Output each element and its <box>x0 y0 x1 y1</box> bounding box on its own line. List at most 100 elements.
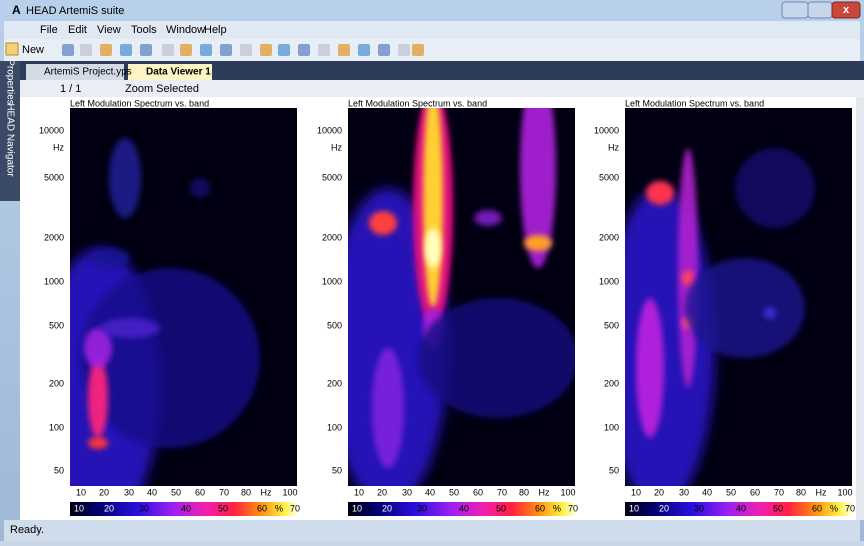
colorbar-label: 40 <box>736 503 746 513</box>
toolbar-icon[interactable] <box>100 44 112 56</box>
new-icon[interactable] <box>6 43 18 55</box>
x-tick-label: 100 <box>837 487 852 497</box>
blob <box>682 270 694 286</box>
toolbar-icon[interactable] <box>278 44 290 56</box>
zoom-button[interactable]: Zoom Selected <box>125 83 199 95</box>
menu-item[interactable]: Help <box>204 24 227 36</box>
x-tick-label: 80 <box>519 487 529 497</box>
blob <box>735 148 815 228</box>
blob <box>646 181 674 205</box>
side-tab[interactable]: HEAD Navigator <box>4 103 15 177</box>
toolbar-icon[interactable] <box>338 44 350 56</box>
colorbar-label: 40 <box>459 503 469 513</box>
toolbar-icon[interactable] <box>162 44 174 56</box>
y-tick-label: Hz <box>608 142 619 152</box>
x-tick-label: 60 <box>473 487 483 497</box>
x-tick-label: 50 <box>171 487 181 497</box>
toolbar-icon[interactable] <box>120 44 132 56</box>
toolbar-icon[interactable] <box>240 44 252 56</box>
colorbar-label: 20 <box>659 503 669 513</box>
toolbar-icon[interactable] <box>298 44 310 56</box>
blob <box>90 248 130 268</box>
x-tick-label: 20 <box>99 487 109 497</box>
y-tick-label: 500 <box>327 320 342 330</box>
colorbar-label: 60 <box>812 503 822 513</box>
plot-title: Left Modulation Spectrum vs. band <box>625 98 764 108</box>
x-tick-label: 50 <box>726 487 736 497</box>
x-tick-label: 40 <box>425 487 435 497</box>
blob <box>369 211 397 235</box>
toolbar-icon[interactable] <box>200 44 212 56</box>
scrollbar[interactable] <box>856 97 864 520</box>
menu-item[interactable]: View <box>97 24 121 36</box>
colorbar-label: 70 <box>845 503 855 513</box>
tab-label[interactable]: Data Viewer 1 <box>146 67 211 78</box>
colorbar-label: 10 <box>352 503 362 513</box>
y-tick-label: 1000 <box>599 276 619 286</box>
x-tick-label: 10 <box>631 487 641 497</box>
colorbar-label: 60 <box>535 503 545 513</box>
x-tick-label: 40 <box>147 487 157 497</box>
x-tick-label: 30 <box>124 487 134 497</box>
colorbar-label: 50 <box>218 503 228 513</box>
toolbar-icon[interactable] <box>318 44 330 56</box>
x-tick-label: 70 <box>774 487 784 497</box>
menu-item[interactable]: File <box>40 24 58 36</box>
page: x A HEAD ArtemiS suite New ArtemiS Proje… <box>0 0 864 541</box>
blob <box>100 318 160 338</box>
toolbar-icon[interactable] <box>398 44 410 56</box>
new-button[interactable]: New <box>22 44 44 56</box>
blob <box>474 210 502 226</box>
y-tick-label: 10000 <box>39 125 64 135</box>
colorbar-label: 70 <box>290 503 300 513</box>
x-tick-label: Hz <box>261 487 272 497</box>
blob <box>88 437 108 449</box>
colorbar-label: 30 <box>417 503 427 513</box>
blob <box>685 258 805 358</box>
toolbar-icon[interactable] <box>358 44 370 56</box>
x-tick-label: Hz <box>816 487 827 497</box>
x-tick-label: 70 <box>219 487 229 497</box>
y-tick-label: 200 <box>604 378 619 388</box>
menu-item[interactable]: Edit <box>68 24 87 36</box>
plot-title: Left Modulation Spectrum vs. band <box>70 98 209 108</box>
minimize-button[interactable] <box>782 2 808 18</box>
menu-item[interactable]: Window <box>166 24 205 36</box>
colorbar-label: 50 <box>496 503 506 513</box>
y-tick-label: 500 <box>49 320 64 330</box>
app-icon: A <box>12 3 21 17</box>
menu-item[interactable]: Tools <box>131 24 157 36</box>
colorbar-label: % <box>553 503 561 513</box>
toolbar-icon[interactable] <box>62 44 74 56</box>
y-tick-label: Hz <box>331 142 342 152</box>
toolbar-icon[interactable] <box>80 44 92 56</box>
toolbar-icon[interactable] <box>412 44 424 56</box>
status-bar <box>4 520 860 541</box>
blob <box>764 307 776 319</box>
colorbar-label: % <box>275 503 283 513</box>
toolbar-icon[interactable] <box>140 44 152 56</box>
colorbar-label: 40 <box>181 503 191 513</box>
x-tick-label: 10 <box>76 487 86 497</box>
blob <box>372 348 404 468</box>
close-icon: x <box>843 4 850 16</box>
toolbar-icon[interactable] <box>260 44 272 56</box>
toolbar-icon[interactable] <box>378 44 390 56</box>
colorbar-label: 10 <box>74 503 84 513</box>
toolbar-icon[interactable] <box>220 44 232 56</box>
blob <box>423 88 443 308</box>
y-tick-label: 5000 <box>322 172 342 182</box>
status-text: Ready. <box>10 524 44 536</box>
y-tick-label: 2000 <box>44 232 64 242</box>
toolbar-icon[interactable] <box>180 44 192 56</box>
x-tick-label: 20 <box>377 487 387 497</box>
colorbar-label: 30 <box>694 503 704 513</box>
maximize-button[interactable] <box>808 2 832 18</box>
tab-label[interactable]: ArtemiS Project.yps <box>44 67 132 78</box>
y-tick-label: 5000 <box>599 172 619 182</box>
colorbar-label: 20 <box>382 503 392 513</box>
x-tick-label: 20 <box>654 487 664 497</box>
blob <box>524 235 552 251</box>
y-tick-label: 100 <box>327 422 342 432</box>
side-tab[interactable]: Properties <box>4 59 15 105</box>
